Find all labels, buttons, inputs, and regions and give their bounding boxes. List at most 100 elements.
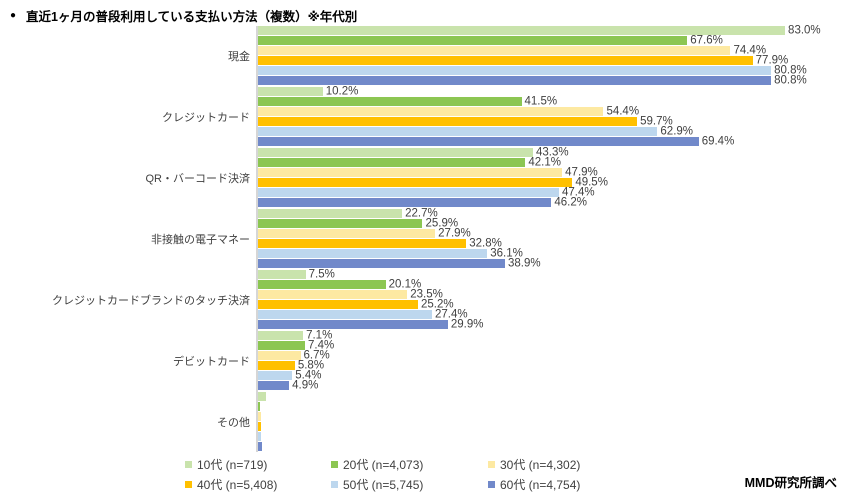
category-label: デビットカード [173, 355, 250, 368]
value-label: 62.9% [660, 124, 694, 137]
y-axis-line [256, 26, 258, 452]
legend-label: 30代 (n=4,302) [500, 458, 581, 472]
bar-10代-0 [258, 26, 786, 35]
bar-20代-3 [258, 219, 423, 228]
value-label: 36.1% [490, 246, 523, 259]
value-label: 5.4% [295, 368, 322, 381]
value-label: 22.7% [405, 206, 438, 219]
bar-group: クレジットカード 10.2% 41.5% 54.4% 59.7% 62.9% 69.4% [0, 85, 845, 147]
value-label: 23.5% [410, 287, 443, 300]
bar-50代-6 [258, 432, 261, 441]
value-label: 7.1% [306, 328, 333, 341]
bar-60代-3 [258, 259, 505, 268]
value-label: 67.6% [690, 33, 723, 46]
value-label: 4.9% [292, 378, 319, 391]
bar-30代-3 [258, 229, 436, 238]
value-label: 20.1% [388, 277, 422, 290]
bar-40代-1 [258, 117, 638, 126]
bar-10代-3 [258, 209, 403, 218]
bar-group: その他 [0, 392, 845, 451]
legend-label: 60代 (n=4,754) [500, 478, 581, 492]
chart-title: 直近1ヶ月の普段利用している支払い方法（複数）※年代別 [26, 10, 358, 24]
value-label: 7.5% [308, 267, 335, 280]
bar-20代-4 [258, 280, 386, 289]
bullet-icon: ● [10, 9, 17, 21]
bar-50代-1 [258, 127, 658, 136]
bar-10代-2 [258, 148, 533, 157]
value-label: 54.4% [606, 104, 640, 117]
category-label: クレジットカードブランドのタッチ決済 [52, 294, 250, 307]
legend-item-20代: 20代 (n=4,073) [331, 456, 423, 473]
bar-40代-0 [258, 56, 753, 65]
bar-10代-4 [258, 270, 306, 279]
legend-item-30代: 30代 (n=4,302) [488, 456, 580, 473]
bar-40代-2 [258, 178, 573, 187]
bar-50代-4 [258, 310, 432, 319]
bar-60代-0 [258, 76, 772, 85]
legend-item-40代: 40代 (n=5,408) [185, 476, 277, 493]
value-label: 47.4% [561, 185, 595, 198]
bar-20代-6 [258, 402, 260, 411]
value-label: 29.9% [450, 317, 484, 330]
legend-swatch-icon [488, 481, 495, 488]
bar-20代-5 [258, 341, 305, 350]
value-label: 5.8% [297, 358, 325, 371]
value-label: 38.9% [508, 256, 541, 269]
category-label: 非接触の電子マネー [151, 233, 250, 246]
legend-label: 50代 (n=5,745) [343, 478, 424, 492]
bar-group: QR・バーコード決済 43.3% 42.1% 47.9% 49.5% 47.4% 46.2% [0, 146, 845, 208]
legend-item-10代: 10代 (n=719) [185, 456, 267, 473]
value-label: 32.8% [469, 236, 502, 249]
bar-group: デビットカード 7.1% 7.4% 6.7% 5.8% 5.4% 4.9% [0, 328, 845, 391]
bar-group: 非接触の電子マネー 22.7% 25.9% 27.9% 32.8% 36.1% 38.9% [0, 206, 845, 269]
bar-chart: 現金 83.0% 67.6% 74.4% 77.9% 80.8% 80.8% クレジットカード… [0, 23, 845, 456]
bar-30代-2 [258, 168, 563, 177]
value-label: 46.2% [554, 195, 587, 208]
legend-swatch-icon [331, 461, 338, 468]
bar-30代-0 [258, 46, 731, 55]
bar-10代-6 [258, 392, 267, 401]
value-label: 80.8% [774, 73, 807, 86]
value-label: 69.4% [701, 134, 735, 147]
bar-40代-3 [258, 239, 467, 248]
value-label: 74.4% [733, 43, 767, 56]
value-label: 47.9% [565, 165, 598, 178]
bar-30代-5 [258, 351, 301, 360]
bar-60代-6 [258, 442, 262, 451]
bar-60代-5 [258, 381, 290, 390]
bar-50代-2 [258, 188, 559, 197]
value-label: 6.7% [303, 348, 330, 361]
value-label: 77.9% [755, 53, 789, 66]
bar-20代-0 [258, 36, 688, 45]
bar-60代-2 [258, 198, 552, 207]
bar-10代-5 [258, 331, 304, 340]
legend-label: 20代 (n=4,073) [343, 458, 424, 472]
bar-30代-6 [258, 412, 261, 421]
bar-60代-4 [258, 320, 448, 329]
category-label: クレジットカード [162, 111, 250, 124]
value-label: 7.4% [307, 338, 335, 351]
value-label: 41.5% [524, 94, 558, 107]
value-label: 25.9% [425, 216, 459, 229]
value-label: 42.1% [528, 155, 561, 168]
value-label: 49.5% [575, 175, 608, 188]
value-label: 25.2% [421, 297, 454, 310]
value-label: 27.4% [434, 307, 468, 320]
category-label: QR・バーコード決済 [145, 172, 251, 185]
bar-10代-1 [258, 87, 323, 96]
bar-50代-5 [258, 371, 293, 380]
bar-40代-5 [258, 361, 295, 370]
value-label: 83.0% [788, 23, 821, 36]
bar-20代-1 [258, 97, 522, 106]
chart-header: ● 直近1ヶ月の普段利用している支払い方法（複数）※年代別 [10, 6, 357, 25]
legend-item-60代: 60代 (n=4,754) [488, 476, 580, 493]
bar-40代-6 [258, 422, 262, 431]
category-label: 現金 [228, 50, 250, 63]
bar-50代-3 [258, 249, 488, 258]
bar-group: 現金 83.0% 67.6% 74.4% 77.9% 80.8% 80.8% [0, 23, 845, 86]
bar-group: クレジットカードブランドのタッチ決済 7.5% 20.1% 23.5% 25.2% 27.… [0, 267, 845, 330]
value-label: 80.8% [774, 63, 807, 76]
bar-50代-0 [258, 66, 772, 75]
legend-label: 10代 (n=719) [197, 458, 268, 472]
